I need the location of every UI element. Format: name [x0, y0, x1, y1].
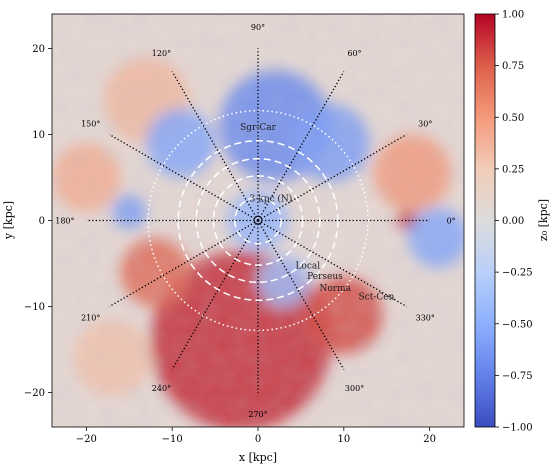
angle-line-240: [171, 220, 259, 370]
y-tick-label: −20: [24, 388, 45, 399]
angle-label-300: 300°: [345, 384, 364, 393]
angle-line-30: [257, 133, 407, 222]
arm-circle-2: [195, 157, 321, 284]
y-axis-label: y [kpc]: [2, 201, 15, 240]
arm-label-3: Perseus: [307, 272, 343, 282]
sun-symbol: [253, 215, 263, 225]
angle-line-330: [257, 219, 407, 308]
colorbar: [474, 13, 496, 428]
y-axis: −20 −10 0 10 20: [24, 44, 52, 399]
x-tick-label: 0: [255, 434, 261, 445]
colorbar-ticks: 1.00 0.75 0.50 0.25 0.00 −0.25 −0.50 −0.75 −1.00: [495, 10, 533, 434]
x-tick-label: 20: [423, 434, 436, 445]
colorbar-tick-label: 0.25: [502, 164, 524, 175]
angle-labels: 0° 30° 60° 90° 120° 150° 180° 210° 240° 270° 300° 3…: [55, 23, 455, 419]
colorbar-tick-label: 1.00: [502, 10, 524, 21]
angle-label-90: 90°: [251, 23, 265, 32]
colorbar-tick-label: 0.75: [502, 61, 524, 72]
y-tick-label: 20: [32, 44, 45, 55]
angle-line-120: [171, 71, 259, 221]
arm-label-1: 3-kpc (N): [249, 194, 292, 205]
arm-label-0: Sgr-Car: [240, 123, 277, 133]
angle-label-0: 0°: [447, 217, 456, 226]
angle-label-30: 30°: [418, 120, 432, 129]
x-tick-label: −20: [76, 434, 97, 445]
colorbar-label: z₀ [kpc]: [537, 199, 550, 241]
angle-line-300: [257, 220, 345, 370]
x-tick-label: 10: [337, 434, 350, 445]
y-tick-label: 0: [39, 216, 45, 227]
arm-circles: [147, 109, 369, 332]
x-tick-label: −10: [162, 434, 183, 445]
arm-circle-1: [212, 175, 304, 266]
arm-circle-3: [177, 139, 339, 302]
arm-label-5: Sct-Cen: [359, 293, 395, 303]
angle-label-150: 150°: [81, 120, 100, 129]
angle-label-60: 60°: [347, 49, 361, 58]
arm-circle-0: [234, 196, 282, 245]
colorbar-tick-label: 0.50: [502, 113, 524, 124]
arm-label-2: Local: [295, 262, 320, 272]
angle-label-120: 120°: [152, 49, 171, 58]
angle-lines: [86, 48, 430, 393]
angle-line-210: [109, 219, 259, 308]
colorbar-tick-label: −0.25: [502, 268, 533, 279]
angle-line-150: [109, 133, 259, 222]
arm-circle-4: [147, 109, 369, 332]
y-tick-label: 10: [32, 130, 45, 141]
angle-line-60: [257, 71, 345, 221]
arm-label-4: Norma: [320, 284, 352, 294]
angle-label-240: 240°: [152, 384, 171, 393]
colorbar-tick-label: −0.75: [502, 371, 533, 382]
x-axis-label: x [kpc]: [239, 451, 277, 464]
colorbar-tick-label: −0.50: [502, 319, 533, 330]
colorbar-tick-label: −1.00: [502, 423, 533, 434]
angle-label-270: 270°: [248, 410, 267, 419]
angle-label-180: 180°: [55, 217, 74, 226]
angle-label-330: 330°: [416, 313, 435, 322]
colorbar-tick-label: 0.00: [502, 216, 524, 227]
angle-label-210: 210°: [81, 313, 100, 322]
y-tick-label: −10: [24, 302, 45, 313]
x-axis: −20 −10 0 10 20: [76, 427, 436, 445]
